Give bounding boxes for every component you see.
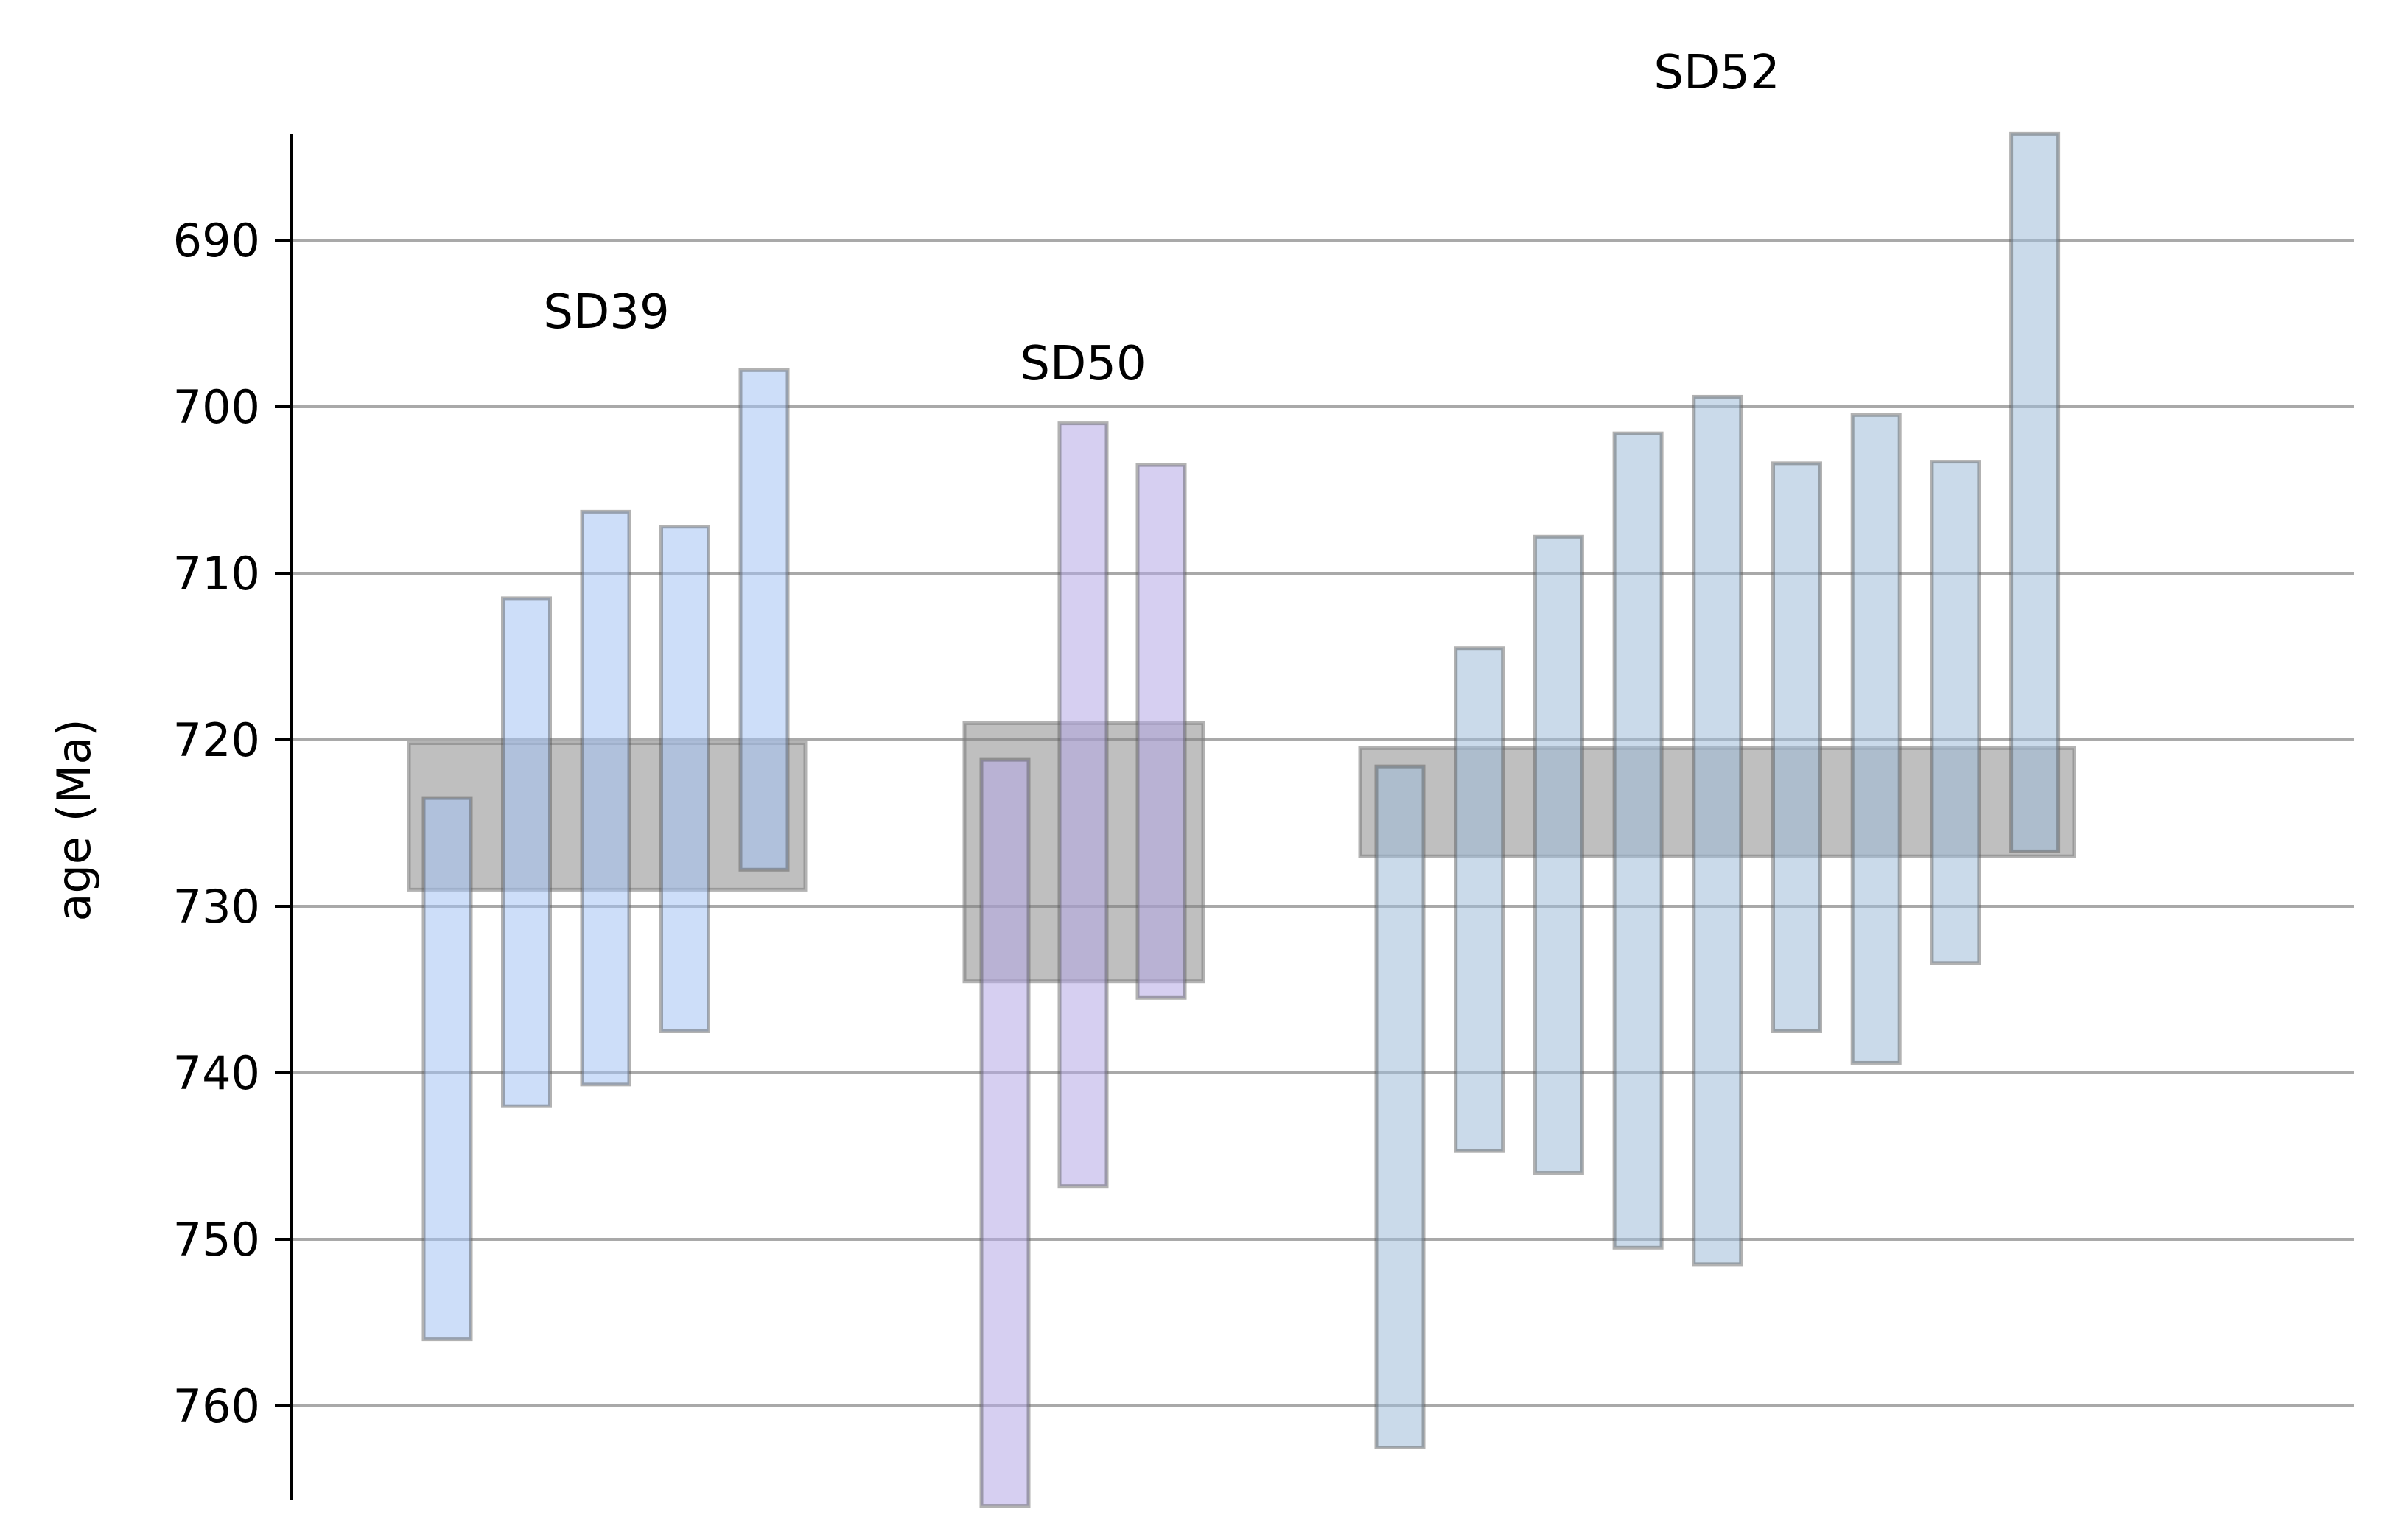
y-tick-label: 750 (173, 1213, 260, 1267)
y-axis-ticks: 690 700 710 720 730 740 750 760 (173, 214, 291, 1433)
y-tick-label: 730 (173, 880, 260, 934)
group-label: SD50 (1020, 337, 1146, 391)
y-tick-label: 720 (173, 713, 260, 767)
y-tick-label: 760 (173, 1379, 260, 1433)
y-tick-label: 690 (173, 214, 260, 267)
group-label: SD39 (543, 285, 669, 340)
y-tick-label: 700 (173, 380, 260, 434)
y-tick-label: 740 (173, 1046, 260, 1100)
age-range-bar (659, 525, 710, 1033)
age-range-bar (1533, 534, 1584, 1175)
group-labels: SD39 SD50 SD52 (543, 46, 1779, 391)
group-label: SD52 (1653, 46, 1779, 100)
age-range-bar (1454, 646, 1505, 1153)
y-axis-title: age (Ma) (47, 718, 101, 921)
age-range-bar (580, 509, 631, 1087)
age-range-bars (421, 131, 2061, 1508)
y-tick-label: 710 (173, 547, 260, 601)
age-range-bar (1930, 460, 1981, 965)
age-range-bar (1612, 431, 1664, 1250)
age-range-bar (1135, 463, 1187, 1000)
age-range-bar (979, 757, 1031, 1508)
age-range-bar (501, 596, 552, 1108)
weighted-mean-bands (407, 721, 2076, 984)
age-range-bar (1850, 413, 1902, 1065)
age-range-bar (2009, 131, 2061, 853)
age-range-bar (1692, 394, 1743, 1267)
grid-lines (291, 239, 2354, 1407)
age-range-bar (1771, 461, 1822, 1033)
age-range-bar (421, 796, 473, 1342)
age-range-bar (738, 368, 790, 872)
age-range-bar (1374, 764, 1426, 1450)
age-range-bar (1057, 421, 1109, 1189)
